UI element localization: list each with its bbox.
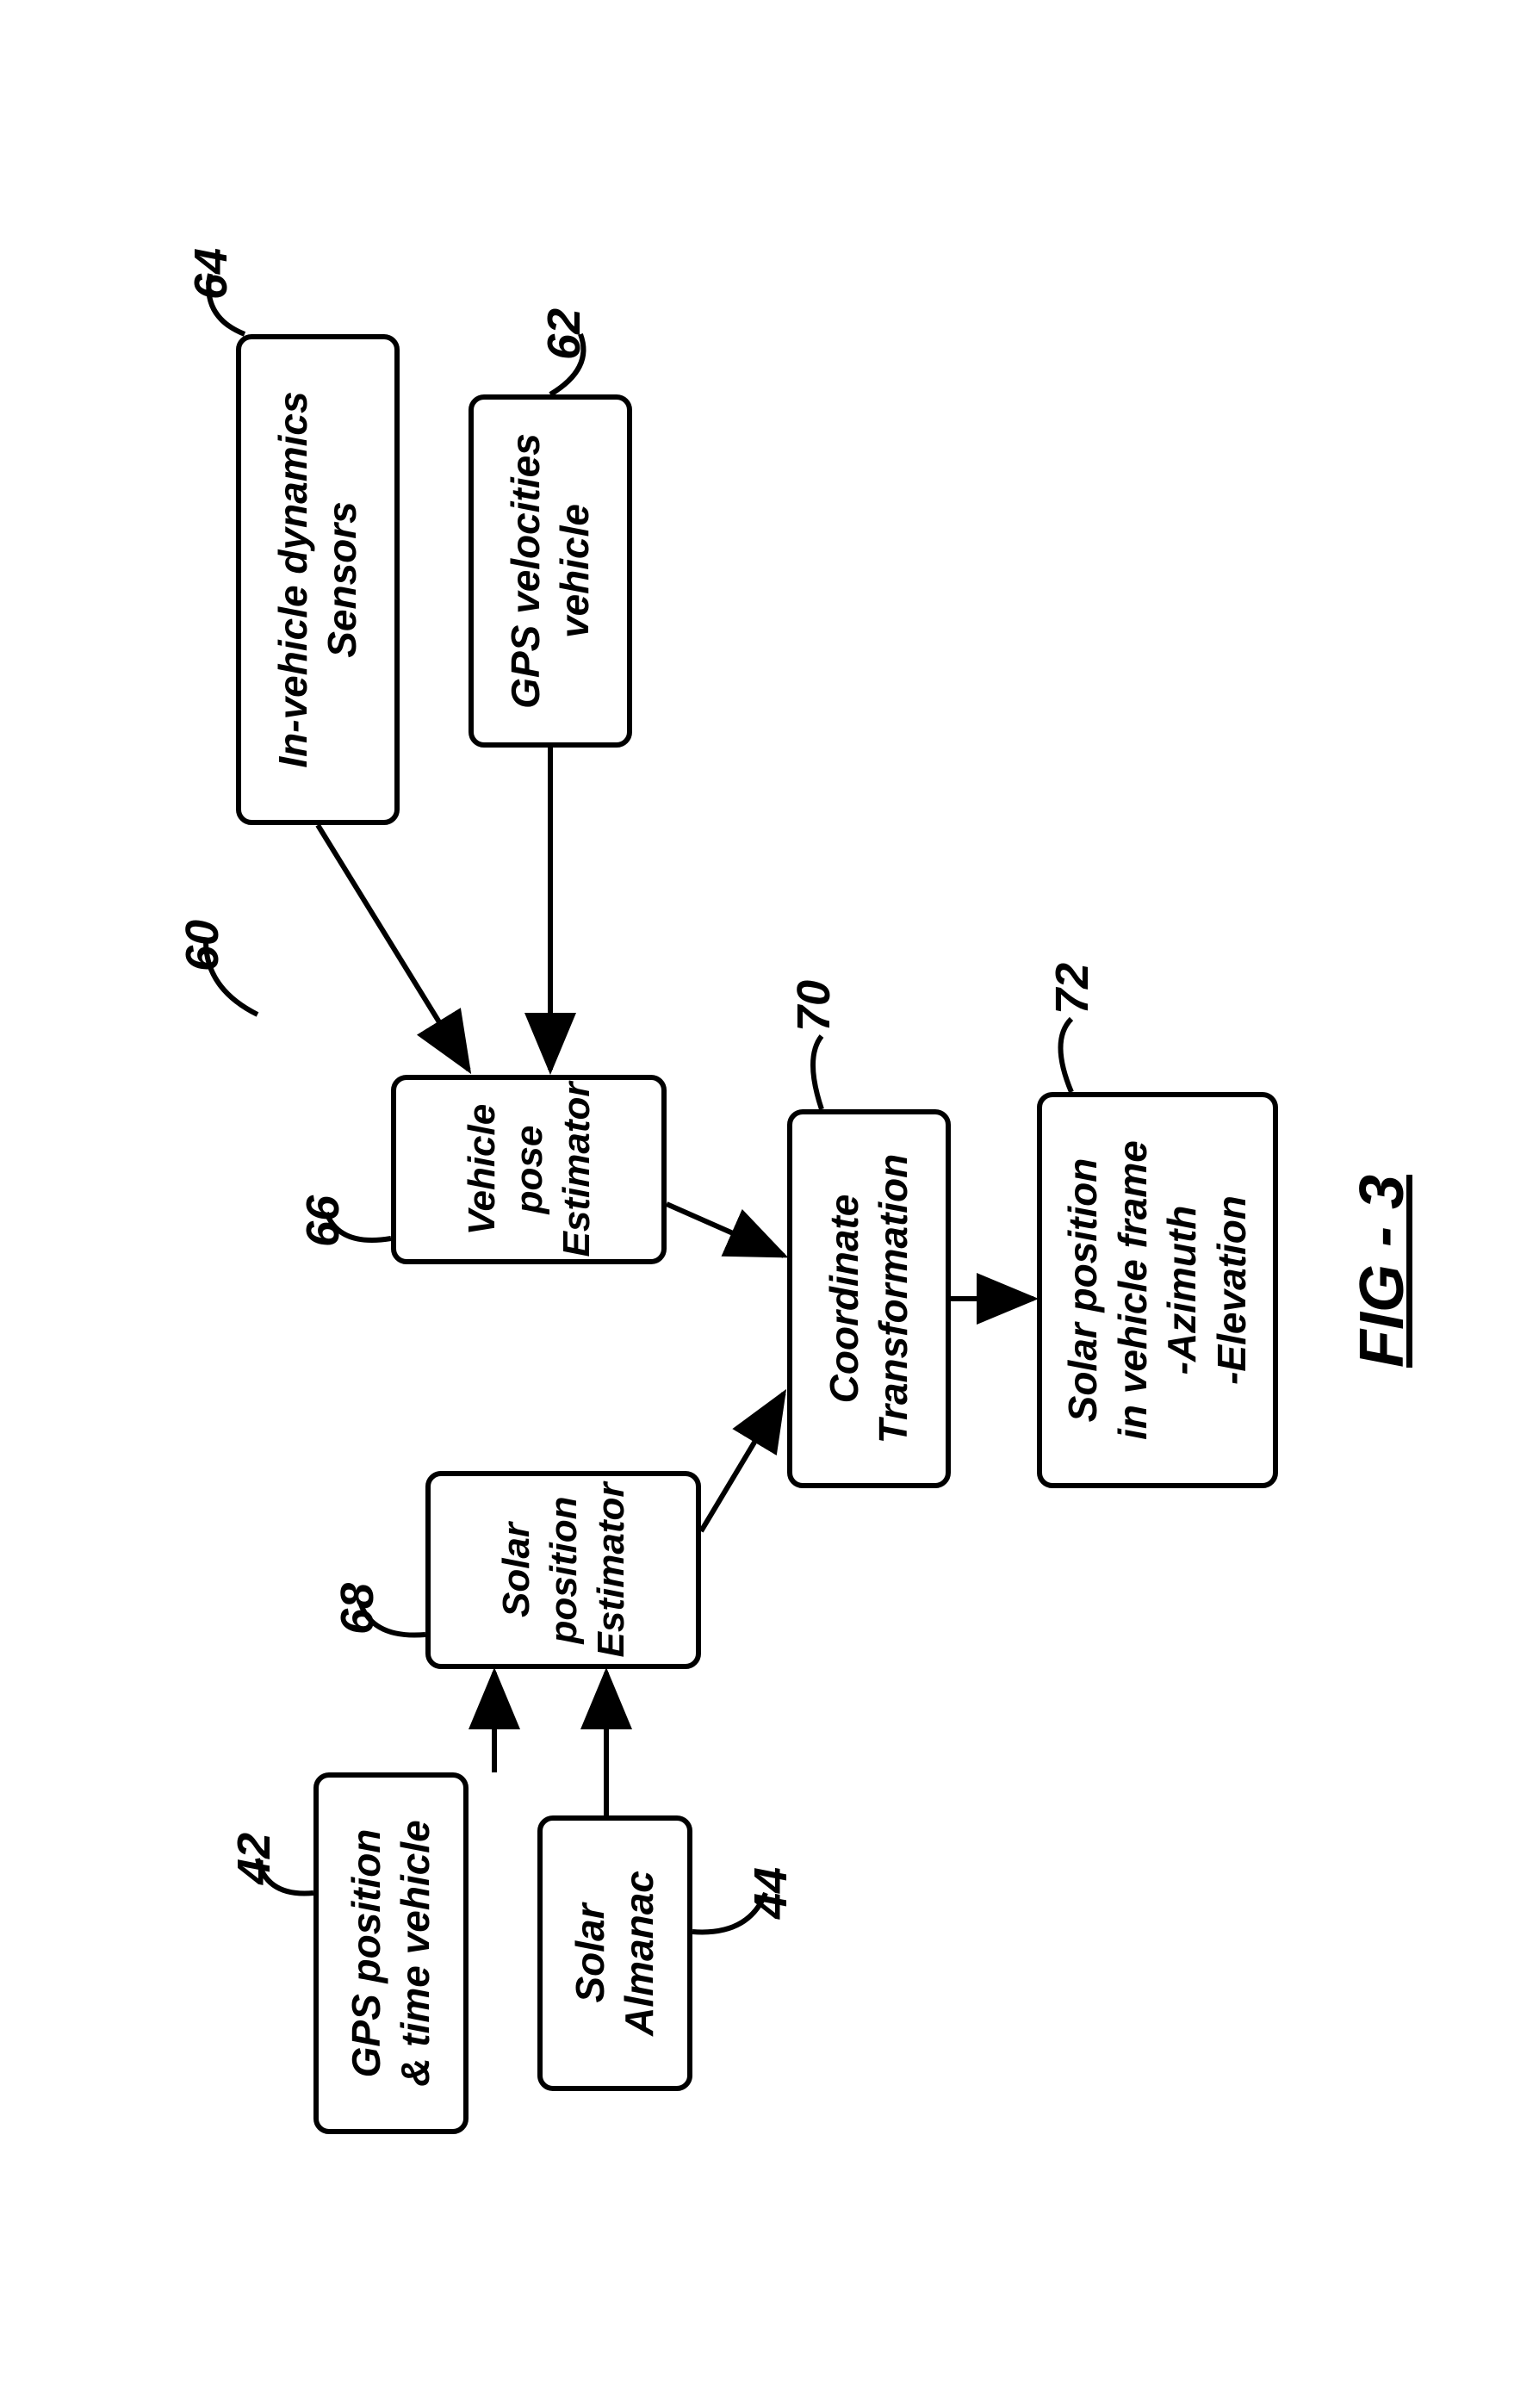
box-text: Estimator [586,1483,634,1658]
figure-label: FIG - 3 [1347,1175,1418,1368]
box-text: -Azimuth [1157,1206,1207,1375]
box-solar-almanac: Solar Almanac [537,1815,692,2091]
box-text: & time vehicle [391,1820,441,2086]
ref-label: 72 [1046,963,1099,1015]
ref-label: 60 [176,920,229,971]
box-text: GPS velocities [500,433,550,709]
box-text: -Elevation [1207,1195,1257,1385]
ref-label: 44 [744,1867,797,1919]
box-text: Almanac [615,1871,665,2036]
box-gps-velocities-vehicle: GPS velocities vehicle [469,394,632,748]
ref-label: 70 [787,980,841,1032]
box-text: Solar position [492,1488,586,1652]
box-solar-position-estimator: Solar position Estimator [425,1471,701,1669]
box-vehicle-pose-estimator: Vehicle pose Estimator [391,1075,667,1264]
box-text: In-vehicle dynamics [268,391,318,767]
box-text: Vehicle pose [457,1092,552,1247]
box-in-vehicle-dynamics-sensors: In-vehicle dynamics Sensors [236,334,400,825]
box-coordinate-transformation: Coordinate Transformation [787,1109,951,1488]
ref-label: 68 [331,1583,384,1635]
ref-label: 66 [296,1195,350,1247]
box-text: Sensors [318,501,368,658]
ref-label: 62 [537,308,591,360]
box-text: Estimator [552,1083,599,1257]
ref-label: 42 [227,1833,281,1884]
box-text: Solar position [1058,1158,1108,1423]
box-solar-position-vehicle-frame: Solar position in vehicle frame -Azimuth… [1037,1092,1278,1488]
ref-label: 64 [184,248,238,300]
box-gps-position-time: GPS position & time vehicle [313,1772,469,2134]
box-text: Transformation [869,1154,919,1444]
box-text: GPS position [341,1829,391,2078]
box-text: vehicle [550,504,600,638]
flowchart-diagram: GPS position & time vehicle Solar Almana… [124,171,1416,2237]
box-text: Coordinate [819,1195,869,1404]
box-text: Solar [565,1903,615,2002]
box-text: in vehicle frame [1108,1140,1157,1440]
